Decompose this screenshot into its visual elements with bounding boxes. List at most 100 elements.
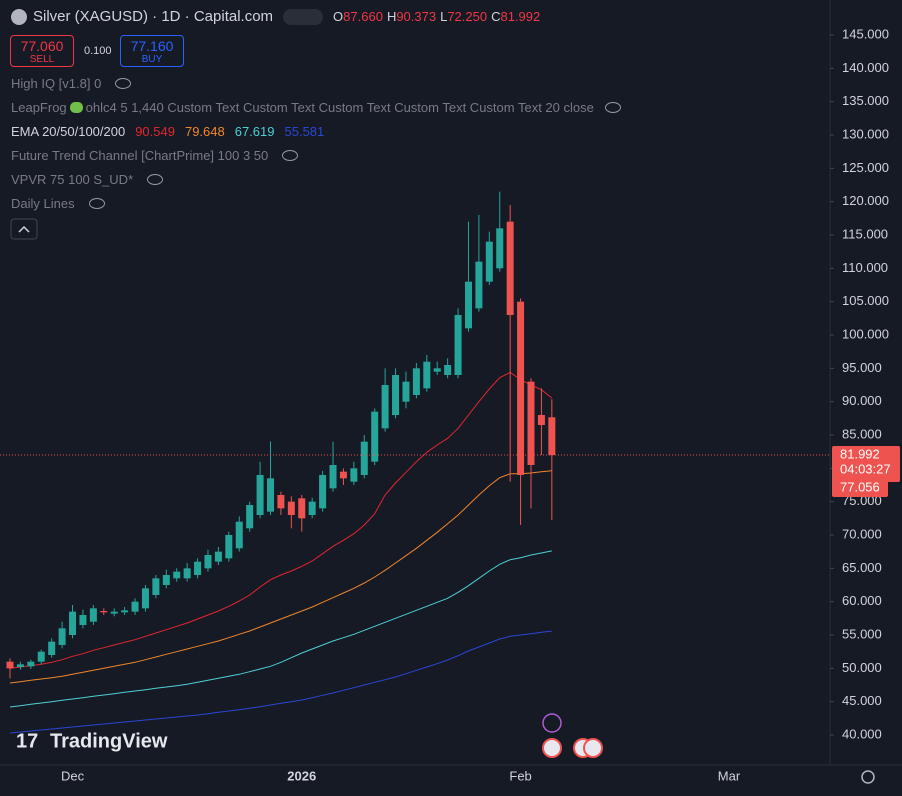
status-pill[interactable]	[283, 8, 324, 25]
candle-body	[69, 611, 77, 635]
y-tick-label: 50.000	[842, 660, 882, 675]
y-tick-label: 95.000	[842, 360, 882, 375]
hidden-icon[interactable]	[282, 150, 299, 161]
x-tick-label: 2026	[287, 768, 316, 783]
indicator-legend[interactable]: EMA 20/50/100/200 90.549 79.648 67.619 55.58…	[11, 124, 324, 139]
candle-body	[48, 641, 56, 655]
candle-body	[496, 228, 504, 269]
x-tick-label: Dec	[61, 768, 85, 783]
candle-body	[527, 381, 535, 465]
y-tick-label: 145.000	[842, 26, 889, 41]
logo-mark: 17	[16, 730, 38, 752]
indicator-name: VPVR 75 100 S_UD*	[11, 172, 134, 187]
indicator-legend[interactable]: LeapFrog ohlc4 5 1,440 Custom Text Custom…	[11, 100, 621, 115]
candle-body	[423, 361, 431, 389]
candle-body	[225, 535, 233, 559]
candle-body	[16, 664, 24, 667]
indicator-legend[interactable]: VPVR 75 100 S_UD*	[11, 172, 164, 187]
y-tick-label: 90.000	[842, 393, 882, 408]
bid-price-box	[832, 478, 888, 497]
collapse-icon	[18, 225, 30, 233]
last-price-label: 81.992	[840, 446, 880, 461]
candle-body	[402, 381, 410, 402]
candle-body	[537, 415, 545, 425]
ema-value: 79.648	[184, 124, 225, 139]
sell-label: SELL	[29, 54, 55, 65]
indicator-name: Daily Lines	[11, 196, 75, 211]
collapse-button[interactable]	[10, 218, 38, 240]
candle-body	[517, 301, 525, 475]
y-tick-label: 120.000	[842, 193, 889, 208]
symbol-title[interactable]: Silver (XAGUSD) · 1D · Capital.com	[33, 8, 274, 25]
y-tick-label: 135.000	[842, 93, 889, 108]
buy-button[interactable]: 77.160 BUY	[120, 35, 184, 67]
indicator-name: High IQ [v1.8] 0	[11, 76, 102, 91]
y-tick-label: 70.000	[842, 526, 882, 541]
y-tick-label: 125.000	[842, 160, 889, 175]
spread: 0.100	[84, 45, 112, 57]
candle-body	[392, 375, 400, 415]
buy-label: BUY	[141, 54, 163, 65]
ohlc-value: 90.373	[396, 9, 437, 24]
candle-body	[246, 505, 254, 529]
frog-icon	[69, 102, 83, 113]
candle-body	[360, 441, 368, 475]
last-price-box	[832, 446, 900, 483]
bid-price-label: 77.056	[840, 479, 880, 494]
branding: 17 TradingView	[16, 730, 168, 752]
countdown-label: 04:03:27	[840, 461, 891, 476]
y-tick-label: 40.000	[842, 726, 882, 741]
candle-body	[162, 575, 170, 585]
candle-body	[37, 651, 45, 662]
ohlc-key: L	[440, 9, 448, 24]
settings-icon[interactable]	[861, 770, 875, 784]
y-tick-label: 140.000	[842, 60, 889, 75]
candle-body	[381, 385, 389, 429]
ema-value: 67.619	[234, 124, 275, 139]
candle-body	[79, 615, 87, 625]
buy-price: 77.160	[130, 38, 174, 54]
candle-body	[339, 471, 347, 479]
x-tick-label: Feb	[509, 768, 531, 783]
y-tick-label: 45.000	[842, 693, 882, 708]
indicator-legend[interactable]: High IQ [v1.8] 0	[11, 76, 132, 91]
candle-body	[277, 495, 285, 509]
y-tick-label: 100.000	[842, 326, 889, 341]
sell-button[interactable]: 77.060 SELL	[10, 35, 74, 67]
candle-body	[27, 661, 35, 667]
candle-body	[152, 578, 160, 595]
candle-body	[183, 568, 191, 579]
candle-body	[235, 521, 243, 549]
candle-body	[110, 611, 118, 614]
ohlc-key: O	[333, 9, 344, 24]
candle-body	[173, 571, 181, 579]
ohlc-value: 87.660	[343, 9, 383, 24]
candle-body	[287, 501, 295, 515]
event-icon[interactable]	[542, 713, 562, 733]
indicator-legend[interactable]: Daily Lines	[11, 196, 105, 211]
event-flag[interactable]	[583, 738, 603, 758]
indicator-legend[interactable]: Future Trend Channel [ChartPrime] 100 3 …	[11, 148, 299, 163]
ohlc-value: 81.992	[500, 9, 541, 24]
candle-body	[329, 465, 337, 489]
candle-body	[298, 498, 306, 519]
hidden-icon[interactable]	[115, 78, 132, 89]
candle-body	[100, 611, 108, 613]
event-flag[interactable]	[542, 738, 562, 758]
hidden-icon[interactable]	[604, 102, 621, 113]
hidden-icon[interactable]	[88, 198, 105, 209]
candle-body	[194, 561, 202, 575]
ohlc-value: 72.250	[447, 9, 488, 24]
plot-area	[0, 191, 830, 734]
y-tick-label: 115.000	[842, 226, 888, 241]
candle-body	[506, 221, 514, 315]
ohlc-values: O 87.660 H 90.373 L 72.250 C 81.992	[333, 9, 544, 24]
hidden-icon[interactable]	[147, 174, 164, 185]
ema-line	[9, 630, 552, 734]
candle-body	[256, 475, 264, 515]
sell-price: 77.060	[20, 38, 64, 54]
candle-body	[464, 281, 472, 329]
